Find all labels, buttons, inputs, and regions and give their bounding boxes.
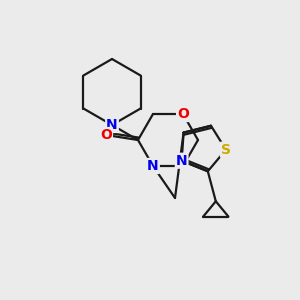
Text: N: N — [147, 159, 159, 173]
Text: O: O — [100, 128, 112, 142]
Text: S: S — [221, 143, 231, 157]
Text: O: O — [177, 107, 189, 121]
Text: N: N — [176, 154, 188, 168]
Text: N: N — [106, 118, 118, 132]
